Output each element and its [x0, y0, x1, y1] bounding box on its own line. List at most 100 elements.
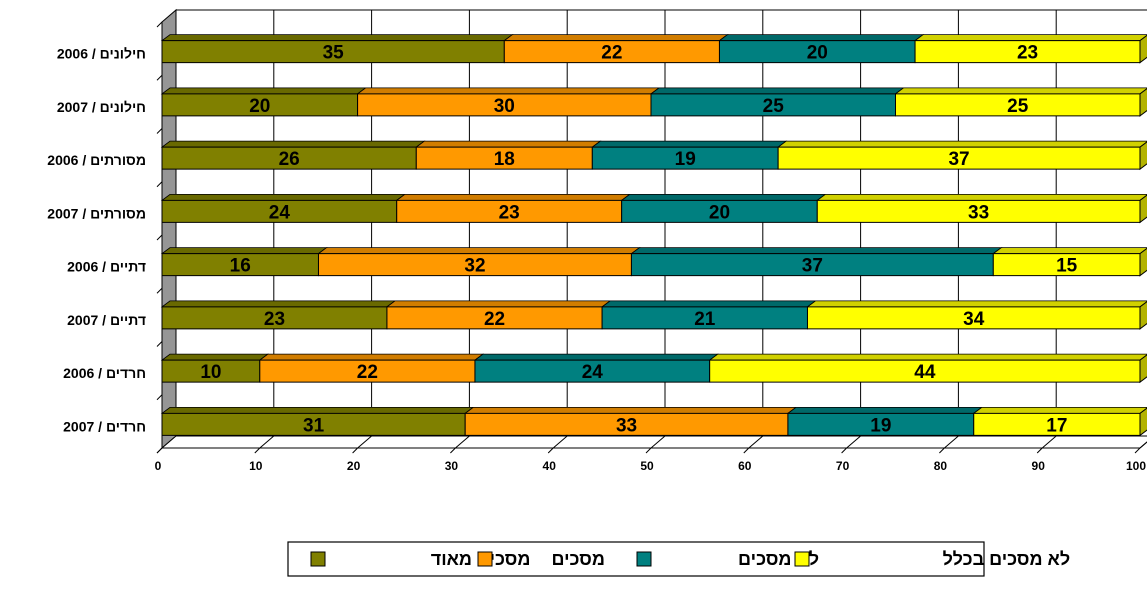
data-label: 44 — [914, 362, 936, 383]
x-tick-mark — [743, 447, 750, 454]
x-tick-label: 100 — [1126, 459, 1146, 473]
data-labels: 35 22 20 23 20 30 25 25 26 18 19 37 24 23 20 33 16 32 37 15… — [200, 43, 1077, 437]
data-label: 32 — [464, 256, 485, 277]
x-tick-mark — [1134, 447, 1141, 454]
bar-top — [718, 34, 925, 42]
y-tick-mark — [156, 234, 163, 241]
category-label: מסורתים / 2007 — [47, 205, 146, 221]
data-label: 23 — [1017, 43, 1038, 64]
bar-top — [385, 300, 612, 308]
category-label: חילונים / 2007 — [57, 99, 146, 115]
bar-top — [649, 87, 905, 95]
category-label: חרדים / 2007 — [63, 418, 146, 434]
data-label: 22 — [357, 362, 378, 383]
bar-top — [913, 34, 1147, 42]
bar-top — [620, 193, 827, 201]
bar-top — [160, 406, 475, 414]
bar-end-face — [1139, 34, 1147, 64]
bar-top — [160, 247, 328, 255]
bar-top — [317, 247, 641, 255]
bar-top — [992, 247, 1147, 255]
data-label: 37 — [802, 256, 823, 277]
data-label: 31 — [303, 415, 325, 436]
bar-top — [160, 300, 397, 308]
bar-end-face — [1139, 88, 1147, 117]
plot-walls — [160, 8, 1147, 450]
data-label: 34 — [963, 309, 985, 330]
x-tick-mark — [547, 447, 554, 454]
y-tick-mark — [156, 341, 163, 347]
x-tick-label: 40 — [543, 459, 557, 473]
bar-top — [463, 406, 798, 414]
legend-swatch — [794, 551, 810, 567]
y-tick-mark — [156, 21, 163, 28]
y-tick-mark — [156, 394, 163, 401]
x-tick-mark — [352, 447, 358, 454]
floor-gridline — [552, 435, 568, 449]
bar-top — [630, 247, 1003, 255]
data-label: 19 — [870, 415, 891, 436]
data-label: 16 — [230, 256, 251, 277]
y-tick-mark — [156, 128, 163, 134]
category-label: דתיים / 2007 — [67, 312, 146, 328]
bar-top — [503, 34, 729, 42]
legend-label: מסכים — [551, 549, 604, 569]
bar-end-face — [1139, 407, 1147, 437]
bar-top — [972, 406, 1147, 414]
data-label: 33 — [968, 202, 989, 223]
data-label: 26 — [279, 149, 300, 170]
bar-top — [600, 300, 817, 308]
legend-swatch — [636, 551, 652, 567]
bar-end-face — [1139, 194, 1147, 224]
bar-top — [708, 353, 1147, 361]
y-tick-mark — [156, 74, 163, 81]
legend: מסכים מאוד מסכים לא מסכים לא מסכים בכלל — [287, 541, 1070, 577]
data-label: 22 — [484, 309, 505, 330]
floor-gridline — [1139, 441, 1147, 449]
bar-top — [786, 406, 983, 414]
bar-top — [258, 353, 485, 361]
bar-top — [894, 87, 1147, 95]
floor-gridline — [748, 435, 764, 449]
data-label: 25 — [1007, 96, 1029, 117]
bar-top — [160, 193, 406, 201]
data-label: 17 — [1046, 415, 1067, 436]
x-tick-label: 20 — [347, 459, 361, 473]
bar-end-face — [1139, 354, 1147, 384]
bar-top — [816, 193, 1147, 201]
bar-top — [160, 34, 514, 42]
x-tick-mark — [1036, 447, 1043, 454]
x-tick-label: 50 — [640, 459, 654, 473]
x-tick-mark — [939, 447, 945, 454]
data-label: 19 — [675, 149, 696, 170]
y-tick-mark — [156, 287, 163, 294]
bar-top — [591, 140, 788, 148]
bar-top — [160, 87, 367, 95]
data-label: 10 — [200, 362, 221, 383]
x-tick-label: 0 — [155, 459, 162, 473]
data-label: 35 — [323, 43, 345, 64]
data-label: 20 — [249, 96, 270, 117]
x-tick-label: 10 — [249, 459, 263, 473]
data-label: 22 — [601, 43, 622, 64]
floor-gridline — [357, 435, 372, 449]
floor-gridline — [944, 435, 959, 449]
category-labels: חילונים / 2006 חילונים / 2007 מסורתים / 20… — [47, 46, 146, 435]
data-label: 25 — [763, 96, 785, 117]
floor-gridline — [1041, 435, 1057, 449]
bar-top — [415, 140, 602, 148]
bar-end-face — [1139, 247, 1147, 277]
bar-top — [160, 140, 426, 148]
floor — [160, 435, 1147, 449]
x-tick-label: 30 — [445, 459, 459, 473]
data-label: 18 — [494, 149, 515, 170]
data-label: 33 — [616, 415, 637, 436]
bars — [160, 34, 1147, 437]
bar-end-face — [1139, 141, 1147, 171]
data-label: 21 — [694, 309, 716, 330]
x-tick-mark — [645, 447, 652, 454]
data-label: 15 — [1056, 256, 1078, 277]
floor-gridline — [650, 435, 666, 449]
x-tick-mark — [254, 447, 261, 454]
data-label: 30 — [494, 96, 515, 117]
